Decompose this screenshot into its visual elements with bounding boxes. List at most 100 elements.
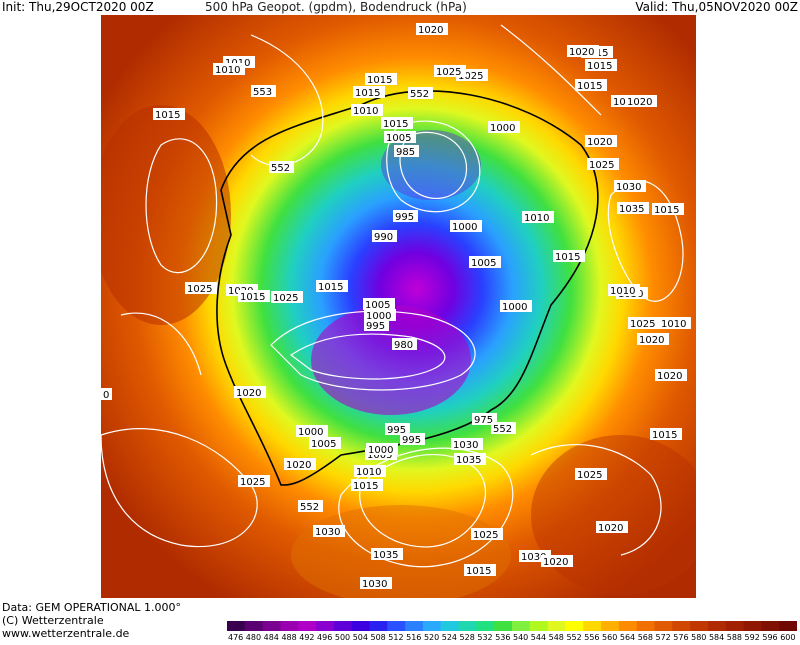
svg-text:1000: 1000: [298, 427, 323, 438]
valid-time: Valid: Thu,05NOV2020 00Z: [635, 0, 798, 14]
svg-text:1020: 1020: [286, 460, 311, 471]
legend-swatch: [244, 621, 264, 631]
pressure-label: 985: [394, 145, 419, 158]
polar-vortex-core: [311, 305, 471, 415]
svg-text:990: 990: [374, 232, 393, 243]
svg-text:1030: 1030: [315, 527, 340, 538]
pressure-label: 1020: [284, 458, 316, 471]
legend-swatch: [369, 621, 388, 631]
map-canvas: 1020101010151010553101510151010552102510…: [101, 15, 696, 598]
pressure-label: 1020: [541, 555, 573, 568]
legend-tick-label: 544: [531, 633, 546, 641]
svg-text:1030: 1030: [521, 552, 546, 563]
svg-text:1025: 1025: [240, 477, 265, 488]
svg-text:1025: 1025: [473, 530, 498, 541]
legend-swatch: [601, 621, 620, 631]
data-credits: Data: GEM OPERATIONAL 1.000° (C) Wetterz…: [2, 601, 181, 640]
svg-text:552: 552: [493, 424, 512, 435]
pressure-label: 1015: [153, 108, 185, 121]
legend-tick-label: 492: [299, 633, 314, 641]
legend-swatch: [298, 621, 317, 631]
legend-tick-label: 496: [317, 633, 332, 641]
svg-text:1000: 1000: [452, 222, 477, 233]
svg-text:1000: 1000: [366, 311, 391, 322]
svg-text:1015: 1015: [652, 430, 677, 441]
svg-text:995: 995: [395, 212, 414, 223]
legend-swatch: [743, 621, 762, 631]
svg-text:1015: 1015: [587, 61, 612, 72]
legend-swatch: [707, 621, 727, 631]
legend-swatch: [422, 621, 442, 631]
color-legend: 476 480 484 488 492 496 500 504 508 512 516 520 524 5…: [227, 621, 798, 642]
legend-swatch: [547, 621, 566, 631]
svg-text:1020: 1020: [543, 557, 568, 568]
legend-tick-label: 552: [566, 633, 581, 641]
svg-text:1015: 1015: [555, 252, 580, 263]
pressure-label: 1020: [585, 135, 617, 148]
pressure-label: 1035: [454, 453, 486, 466]
svg-text:995: 995: [387, 425, 406, 436]
legend-tick-label: 508: [371, 633, 386, 641]
pressure-label: 1020: [625, 95, 657, 108]
legend-swatch: [672, 621, 691, 631]
init-time: Init: Thu,29OCT2020 00Z: [2, 0, 154, 14]
legend-tick-label: 600: [780, 633, 795, 641]
pressure-label: 1020: [416, 23, 448, 36]
svg-text:552: 552: [271, 163, 290, 174]
legend-swatch: [333, 621, 353, 631]
pressure-label: 1025: [271, 291, 303, 304]
svg-text:552: 552: [300, 502, 319, 513]
pressure-label: 1035: [617, 202, 649, 215]
svg-text:0: 0: [103, 390, 109, 401]
svg-text:1015: 1015: [355, 88, 380, 99]
legend-tick-label: 592: [745, 633, 760, 641]
legend-tick-label: 528: [460, 633, 475, 641]
svg-text:553: 553: [253, 87, 272, 98]
svg-text:1010: 1010: [356, 467, 381, 478]
legend-swatch: [779, 621, 798, 631]
pressure-label: 990: [372, 230, 397, 243]
warm-region-west: [101, 105, 231, 325]
legend-tick-label: 484: [264, 633, 279, 641]
svg-text:1000: 1000: [368, 445, 393, 456]
svg-text:1005: 1005: [311, 439, 336, 450]
svg-text:985: 985: [396, 147, 415, 158]
legend-swatch: [725, 621, 745, 631]
isobars: [101, 24, 684, 568]
pressure-label: 1000: [450, 220, 482, 233]
svg-text:1005: 1005: [386, 133, 411, 144]
legend-swatch: [512, 621, 531, 631]
pressure-label: 1005: [309, 437, 341, 450]
pressure-label: 552: [269, 161, 294, 174]
svg-text:1005: 1005: [471, 258, 496, 269]
svg-text:1020: 1020: [639, 335, 664, 346]
legend-swatch: [476, 621, 495, 631]
svg-text:1020: 1020: [569, 47, 594, 58]
pressure-label: 1015: [381, 117, 413, 130]
pressure-label: 1015: [238, 290, 270, 303]
pressure-label: 1030: [360, 577, 392, 590]
pressure-label: 1000: [500, 300, 532, 313]
pressure-label: 1025: [628, 317, 660, 330]
pressure-label: 1010: [608, 284, 640, 297]
legend-swatch: [618, 621, 638, 631]
pressure-label: 1005: [363, 298, 395, 311]
svg-text:1015: 1015: [577, 81, 602, 92]
svg-text:1035: 1035: [456, 455, 481, 466]
svg-text:1015: 1015: [240, 292, 265, 303]
svg-text:1000: 1000: [490, 123, 515, 134]
legend-tick-label: 524: [442, 633, 457, 641]
pressure-label: 1005: [469, 256, 501, 269]
legend-swatch: [529, 621, 549, 631]
pressure-label: 995: [364, 319, 389, 332]
svg-text:1015: 1015: [466, 566, 491, 577]
pressure-label: 1015: [353, 86, 385, 99]
warm-region-southeast: [531, 435, 696, 595]
svg-text:1035: 1035: [373, 550, 398, 561]
svg-text:1025: 1025: [458, 71, 483, 82]
svg-text:975: 975: [474, 415, 493, 426]
pressure-label: 1010: [351, 104, 383, 117]
svg-text:1025: 1025: [630, 319, 655, 330]
pressure-label: 1015: [365, 73, 397, 86]
pressure-label: 1025: [238, 475, 270, 488]
